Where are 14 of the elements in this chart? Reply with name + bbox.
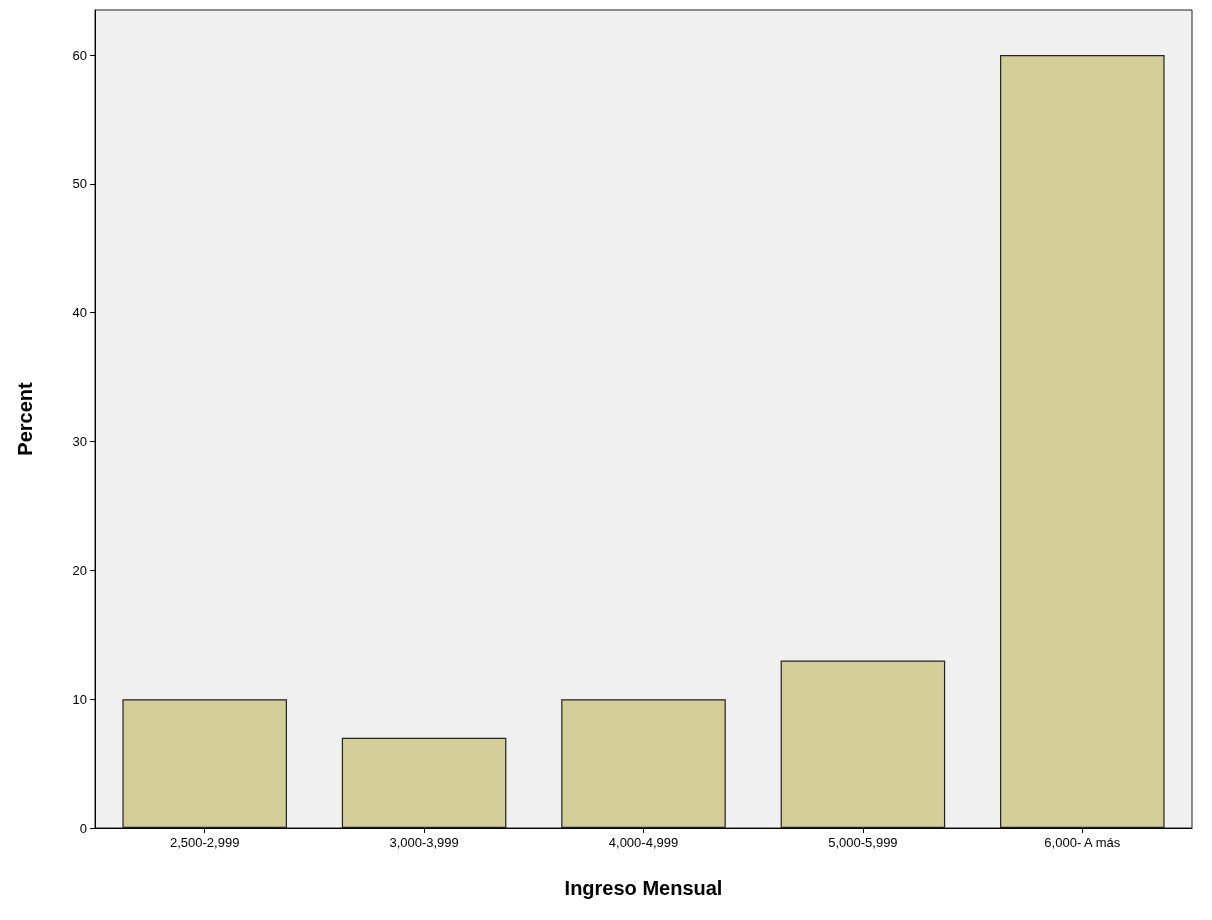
x-tick-label: 5,000-5,999 — [828, 835, 898, 850]
y-tick-label: 0 — [79, 820, 87, 836]
x-tick-label: 3,000-3,999 — [389, 835, 459, 850]
y-tick-label: 50 — [72, 176, 87, 192]
x-tick-label: 4,000-4,999 — [608, 835, 679, 850]
y-tick-label: 40 — [72, 305, 87, 321]
x-tick-label: 6,000- A más — [1044, 835, 1121, 850]
y-tick-label: 30 — [72, 434, 87, 450]
y-tick-label: 20 — [72, 562, 87, 578]
y-axis-title: Percent — [14, 381, 36, 456]
x-tick-label: 2,500-2,999 — [170, 835, 240, 850]
y-tick-label: 60 — [72, 47, 87, 63]
y-tick-label: 10 — [72, 691, 87, 707]
x-axis-title: Ingreso Mensual — [564, 877, 723, 899]
